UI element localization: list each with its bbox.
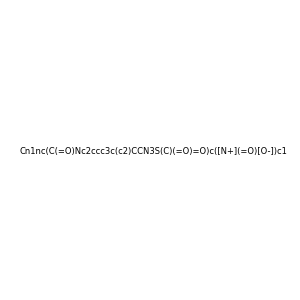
Text: Cn1nc(C(=O)Nc2ccc3c(c2)CCN3S(C)(=O)=O)c([N+](=O)[O-])c1: Cn1nc(C(=O)Nc2ccc3c(c2)CCN3S(C)(=O)=O)c(…: [20, 147, 288, 156]
